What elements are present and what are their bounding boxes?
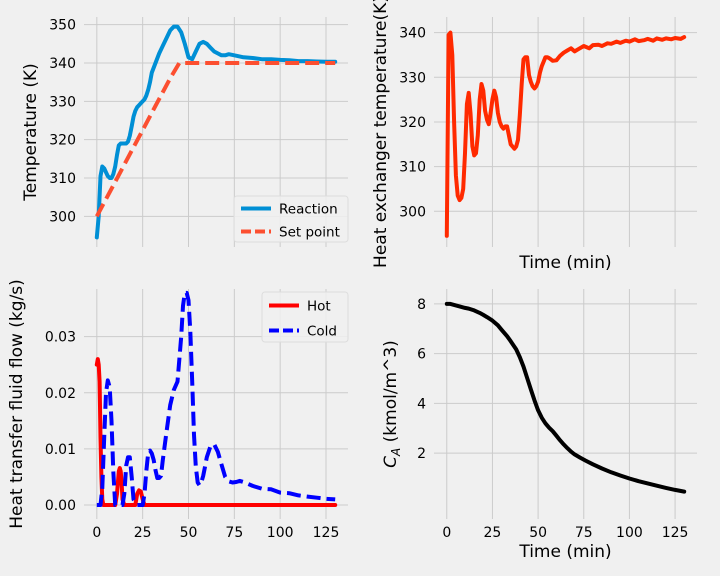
subplot-2: 300 310 320 330 340 Heat exchanger temperatur…	[371, 0, 697, 273]
series-line-set-point	[95, 61, 336, 218]
y-tick-label: 0.01	[45, 442, 76, 458]
legend-label: Hot	[307, 299, 331, 315]
y-tick-label: 8	[417, 297, 426, 313]
x-tick-label: 50	[529, 525, 547, 541]
y-tick-label: 350	[49, 18, 76, 34]
x-tick-label: 75	[225, 525, 243, 541]
legend-label: Reaction	[279, 202, 338, 218]
series-line-cold	[96, 290, 336, 507]
y-tick-label: 310	[399, 160, 426, 176]
x-axis-label: Time (min)	[518, 253, 611, 273]
x-tick-label: 100	[267, 525, 294, 541]
y-axis-label: CA (kmol/m^3)	[381, 340, 403, 468]
x-tick-label: 50	[180, 525, 198, 541]
x-tick-label: 125	[662, 525, 689, 541]
x-axis-label: Time (min)	[518, 542, 611, 562]
legend: Hot Cold	[261, 291, 349, 343]
x-tick-label: 100	[616, 525, 643, 541]
y-tick-label: 300	[399, 204, 426, 220]
x-tick-label: 0	[442, 525, 451, 541]
y-tick-label: 0.00	[45, 498, 76, 514]
y-tick-label: 2	[417, 446, 426, 462]
x-tick-label: 75	[575, 525, 593, 541]
legend-label: Set point	[279, 225, 340, 241]
y-tick-label: 340	[49, 56, 76, 72]
subplot-4: 2 4 6 8 0 25 50 75 100 125 CA (kmol/m^3) Time (min)	[381, 289, 697, 562]
y-tick-label: 0.02	[45, 386, 76, 402]
x-tick-label: 25	[484, 525, 502, 541]
y-tick-label: 0.03	[45, 330, 76, 346]
series-line-hot	[94, 357, 338, 507]
y-tick-label: 330	[399, 70, 426, 86]
y-tick-label: 310	[49, 171, 76, 187]
y-tick-label: 320	[49, 133, 76, 149]
y-axis-label: Heat exchanger temperature(K)	[371, 0, 391, 268]
y-tick-label: 6	[417, 347, 426, 363]
x-tick-label: 125	[313, 525, 340, 541]
x-tick-label: 25	[134, 525, 152, 541]
series-line-reaction	[94, 24, 338, 240]
x-tick-label: 0	[92, 525, 101, 541]
legend-label: Cold	[307, 324, 337, 340]
y-tick-label: 330	[49, 94, 76, 110]
series-line-1	[444, 30, 687, 238]
y-tick-label: 320	[399, 115, 426, 131]
series-line-1	[444, 301, 687, 494]
y-axis-label: Temperature (K)	[21, 63, 41, 202]
y-tick-label: 4	[417, 396, 426, 412]
y-tick-label: 340	[399, 26, 426, 42]
subplot-3: 0.00 0.01 0.02 0.03 0 25 50 75 100 125 Heat transf…	[7, 279, 349, 541]
subplot-1: 300 310 320 330 340 350 Temperature (K) Reactio…	[21, 17, 349, 247]
y-tick-label: 300	[49, 209, 76, 225]
legend: Reaction Set point	[233, 195, 349, 243]
y-axis-label: Heat transfer fluid flow (kg/s)	[7, 279, 27, 529]
